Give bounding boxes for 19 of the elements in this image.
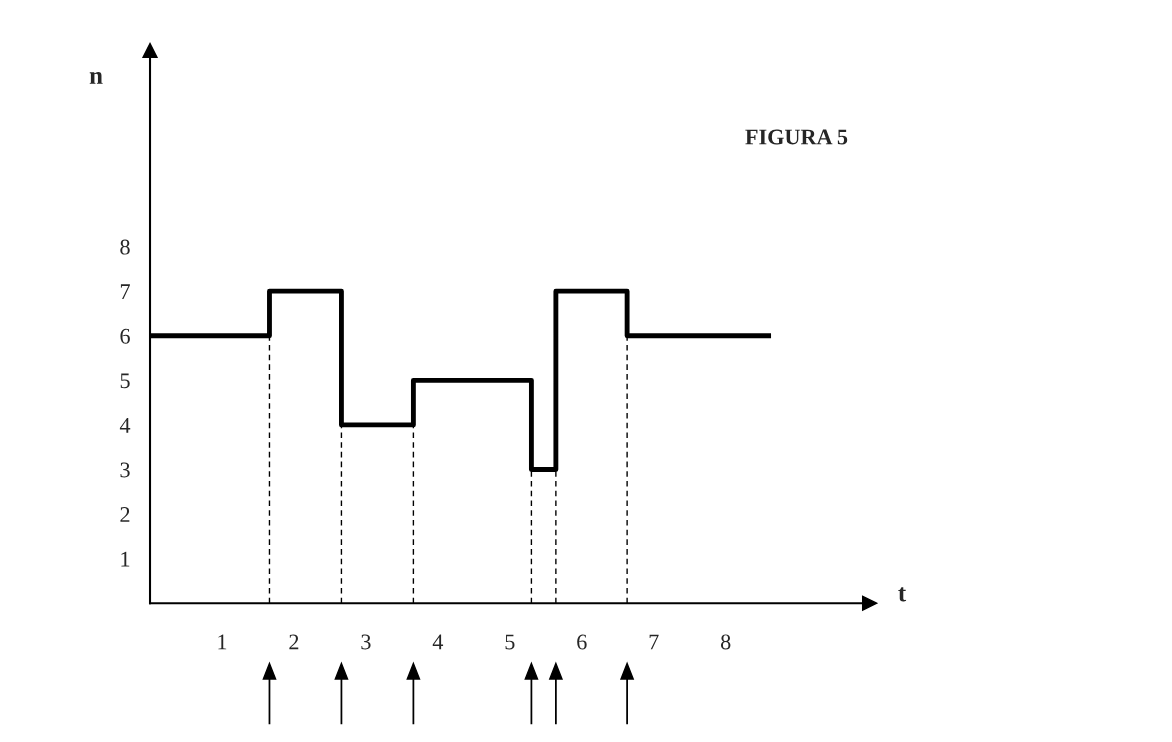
x-tick-label: 2 (289, 634, 299, 650)
x-tick-label: 5 (505, 634, 515, 650)
y-axis-title: n (89, 72, 103, 84)
y-tick-label: 4 (119, 418, 131, 433)
text: FIGURA 5 (745, 129, 848, 145)
y-tick-label: 2 (120, 507, 130, 522)
x-axis-title: t (898, 587, 907, 602)
x-tick-label: 4 (432, 634, 444, 650)
y-tick-label: 7 (120, 284, 130, 299)
y-tick-label: 5 (120, 373, 130, 389)
y-tick-label: 1 (121, 551, 130, 567)
x-tick-label: 7 (649, 634, 659, 650)
x-tick-label: 8 (720, 634, 731, 650)
x-tick-label: 1 (218, 634, 227, 650)
y-tick-label: 6 (120, 328, 130, 344)
x-tick-label: 6 (577, 634, 587, 650)
y-tick-label: 3 (120, 462, 130, 478)
y-tick-label: 8 (120, 239, 130, 255)
x-tick-label: 3 (361, 634, 371, 650)
